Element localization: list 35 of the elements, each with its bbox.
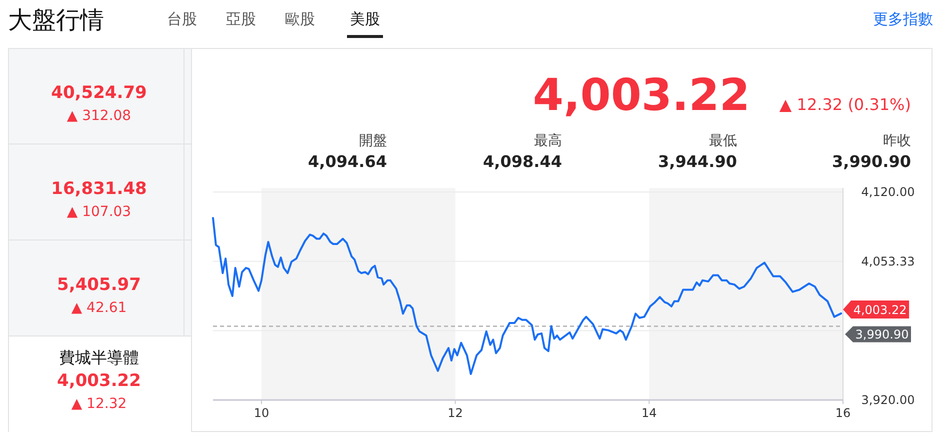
text: ▲ 12.32 (71, 396, 127, 412)
text: 3,990.90 (832, 152, 911, 171)
text: 40,524.79 (51, 83, 147, 103)
text: 4,098.44 (483, 152, 562, 171)
text: 3,944.90 (658, 152, 737, 171)
y-tick-label: 4,053.33 (861, 254, 915, 268)
text: ▲ 107.03 (66, 204, 132, 220)
text: 美股 (350, 10, 380, 28)
text: ▲ 42.61 (71, 300, 127, 316)
text: 開盤 (359, 133, 387, 149)
text: 歐股 (285, 10, 315, 28)
x-tick-label: 12 (448, 406, 463, 420)
chart-title: 4,003.22 (532, 70, 750, 121)
x-tick-label: 16 (835, 406, 851, 420)
text: 16,831.48 (51, 179, 147, 199)
y-tick-label: 3,920.00 (861, 393, 915, 407)
ref-line-label: 3,990.90 (855, 327, 909, 342)
x-tick-label: 10 (254, 406, 270, 420)
text: 5,405.97 (57, 275, 141, 295)
chart-subtitle: ▲ 12.32 (0.31%) (779, 95, 911, 114)
text: 昨收 (883, 133, 911, 149)
text: 最高 (534, 133, 562, 149)
annotation: 4,003.22 (853, 302, 907, 317)
text: 台股 (167, 10, 197, 28)
text: 更多指數 (873, 10, 933, 28)
text: 費城半導體 (59, 348, 139, 367)
text: ▲ 312.08 (66, 108, 132, 124)
y-tick-label: 4,120.00 (861, 185, 915, 199)
text: 亞股 (226, 10, 256, 28)
x-tick-label: 14 (642, 406, 657, 420)
line-series (212, 217, 842, 375)
text: 4,094.64 (308, 152, 387, 171)
text: 大盤行情 (8, 6, 104, 34)
text: 最低 (709, 133, 737, 149)
text: 4,003.22 (57, 371, 141, 391)
